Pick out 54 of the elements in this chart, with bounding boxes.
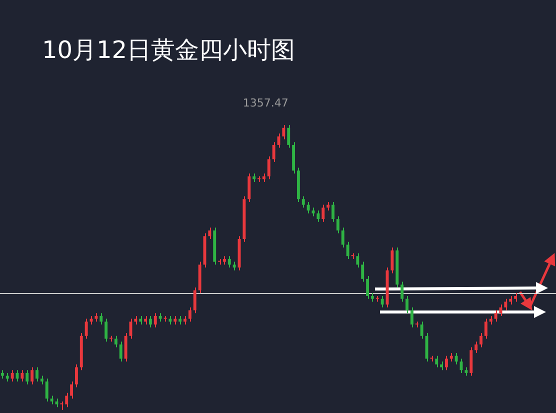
candlestick [104,318,108,342]
candlestick [272,142,276,163]
candlestick [302,196,305,208]
candlestick [154,312,157,328]
candlestick [148,315,152,328]
candlestick [10,370,14,382]
candlestick [84,318,88,340]
candlestick [346,241,350,260]
candlestick [208,227,212,240]
candlestick [332,201,334,222]
candlestick [406,296,408,314]
candlestick [65,392,68,408]
candlestick [119,341,122,362]
candlestick [336,216,340,234]
candlestick [322,204,325,222]
candlestick [316,210,320,222]
candlestick [36,366,38,382]
candlestick [444,355,448,371]
candlestick [287,124,290,148]
text: 1357.47 [242,96,288,110]
candlestick [248,172,251,202]
candlestick [20,370,24,382]
candlestick [361,261,364,282]
candlestick [341,227,344,248]
candlestick [188,306,192,322]
candlestick [470,346,473,376]
candlestick [366,276,370,300]
candlestick [356,252,360,268]
candlestick [114,335,118,348]
candlestick [380,296,384,308]
candlestick [410,306,414,328]
candlestick [267,156,270,180]
candlestick [100,312,103,325]
candlestick [26,370,29,385]
candlestick [30,366,34,385]
candlestick [454,352,458,365]
candlestick [124,332,128,362]
candlestick [484,318,488,340]
candlestick [74,364,78,388]
candlestick [390,247,394,274]
candlestick [420,321,424,340]
candlestick [400,281,404,302]
candlestick [228,256,231,268]
candlestick [494,310,498,322]
candlestick [504,298,508,311]
candlestick [435,355,438,368]
candlestick [193,286,196,314]
candlestick [306,201,310,214]
candlestick [70,381,74,400]
candlestick [480,332,482,348]
chart-title: 10月12日黄金四小时图 [42,35,296,66]
candlestick [282,124,286,140]
candlestick [474,341,478,354]
candlestick [45,378,48,402]
